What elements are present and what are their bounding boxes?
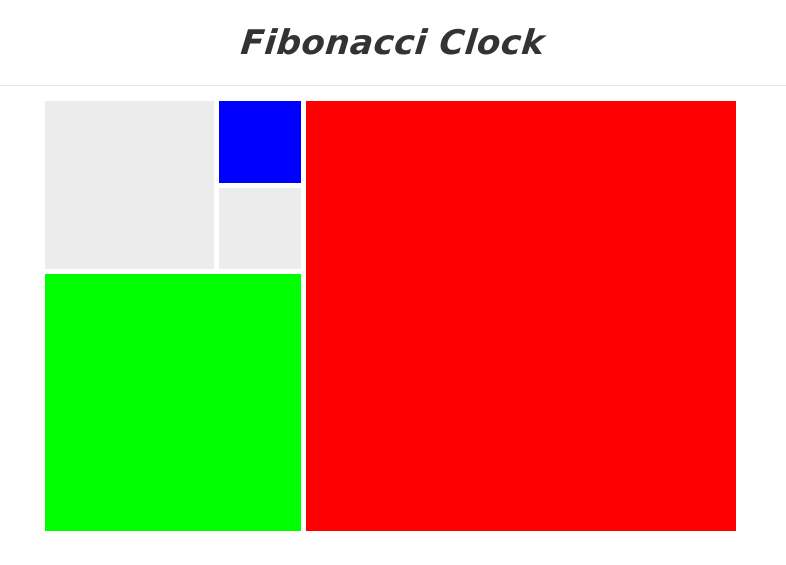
clock-square-8 xyxy=(306,101,736,531)
fibonacci-clock[interactable] xyxy=(45,101,736,531)
clock-square-3 xyxy=(45,101,214,269)
clock-square-1-top xyxy=(219,101,301,183)
clock-square-5 xyxy=(45,274,301,531)
clock-square-1-bottom xyxy=(219,188,301,269)
page-title: Fibonacci Clock xyxy=(239,22,547,63)
footer-cut-off xyxy=(0,555,786,565)
page-header: Fibonacci Clock xyxy=(0,0,786,86)
